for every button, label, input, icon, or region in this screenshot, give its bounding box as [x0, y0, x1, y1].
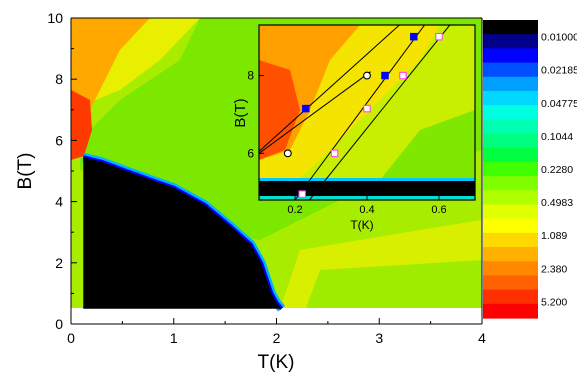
colorbar-cell — [483, 218, 538, 234]
inset-circle-marker — [363, 71, 371, 80]
colorbar-cell — [483, 20, 538, 35]
colorbar-label: 0.02185 — [541, 65, 577, 77]
inset-y-axis-title: B(T) — [232, 98, 249, 127]
inset-open-square-marker — [330, 149, 339, 158]
main-y-tick-label: 4 — [55, 194, 63, 210]
inset-fit-line — [259, 25, 400, 152]
inset-open-square-marker — [399, 71, 407, 80]
colorbar-cell — [483, 161, 538, 177]
colorbar-cell — [483, 62, 538, 78]
inset-x-axis-title: T(K) — [350, 218, 373, 232]
main-y-tick-label: 10 — [47, 10, 63, 26]
inset-filled-square-marker — [410, 32, 418, 41]
colorbar-cell — [483, 48, 538, 64]
colorbar-cell — [483, 133, 538, 149]
colorbar-label: 5.200 — [541, 296, 567, 308]
inset-filled-square-marker — [302, 104, 310, 113]
inset-axes: 0.2 0.4 0.6 6 8 — [247, 24, 476, 216]
inset-circle-marker — [283, 149, 292, 158]
inset-fit-lines — [259, 25, 451, 200]
colorbar-label: 0.01000 — [541, 32, 577, 44]
colorbar-cell — [483, 147, 538, 163]
main-x-tick-label: 3 — [375, 330, 383, 346]
main-x-tick-label: 1 — [170, 330, 178, 346]
inset-plot: 0.2 0.4 0.6 6 8 T(K) B(T) — [232, 24, 476, 232]
colorbar-labels: 0.01000 0.02185 0.04775 0.1044 0.2280 0.4983 1… — [541, 32, 577, 309]
main-y-tick-label: 0 — [55, 316, 63, 332]
inset-x-tick-label: 0.4 — [359, 204, 374, 216]
colorbar: 0.01000 0.02185 0.04775 0.1044 0.2280 0.4983 1… — [483, 20, 577, 319]
colorbar-cell — [483, 34, 538, 49]
colorbar-cell — [483, 289, 538, 305]
inset-y-tick-label: 6 — [247, 146, 254, 160]
colorbar-cell — [483, 232, 538, 248]
main-y-tick-label: 6 — [55, 132, 63, 148]
main-x-axis-title: T(K) — [258, 352, 295, 373]
colorbar-label: 1.089 — [541, 230, 567, 242]
inset-red-region — [259, 60, 300, 160]
colorbar-label: 0.4983 — [541, 197, 573, 209]
colorbar-label: 0.2280 — [541, 164, 573, 176]
main-y-tick-label: 8 — [55, 71, 63, 87]
colorbar-cell — [483, 176, 538, 191]
colorbar-label: 0.04775 — [541, 98, 577, 110]
colorbar-cell — [483, 303, 538, 319]
main-x-tick-label: 0 — [67, 330, 75, 346]
heatmap-orange-region — [71, 18, 150, 150]
inset-y-tick-label: 8 — [247, 69, 254, 83]
colorbar-cell — [483, 90, 538, 106]
colorbar-cell — [483, 119, 538, 135]
colorbar-gradient — [483, 20, 538, 319]
colorbar-label: 0.1044 — [541, 131, 573, 143]
inset-fit-line — [309, 25, 451, 200]
main-x-tick-label: 4 — [478, 330, 486, 346]
inset-lowfield-green — [380, 110, 475, 200]
colorbar-cell — [483, 275, 538, 291]
inset-heatmap — [259, 25, 475, 200]
inset-filled-square-marker — [381, 71, 389, 80]
main-x-tick-label: 2 — [273, 330, 281, 346]
colorbar-cell — [483, 247, 538, 262]
superconducting-region — [83, 157, 282, 309]
main-axes: 0 1 2 4 3 0 2 4 6 8 10 — [47, 10, 486, 346]
inset-fit-line — [259, 71, 371, 154]
inset-open-square-marker — [363, 104, 371, 113]
colorbar-cell — [483, 76, 538, 92]
inset-markers — [283, 32, 443, 198]
main-y-axis-title: B(T) — [15, 153, 36, 190]
colorbar-cell — [483, 204, 538, 220]
colorbar-cell — [483, 190, 538, 206]
heatmap-red-region — [71, 90, 92, 160]
colorbar-label: 2.380 — [541, 263, 567, 275]
colorbar-cell — [483, 261, 538, 277]
inset-x-tick-label: 0.2 — [287, 204, 302, 216]
inset-open-square-marker — [298, 190, 306, 198]
inset-open-square-marker — [435, 32, 443, 41]
main-y-tick-label: 2 — [55, 255, 63, 271]
inset-fit-line — [294, 25, 426, 200]
inset-x-tick-label: 0.6 — [431, 204, 446, 216]
colorbar-cell — [483, 105, 538, 120]
